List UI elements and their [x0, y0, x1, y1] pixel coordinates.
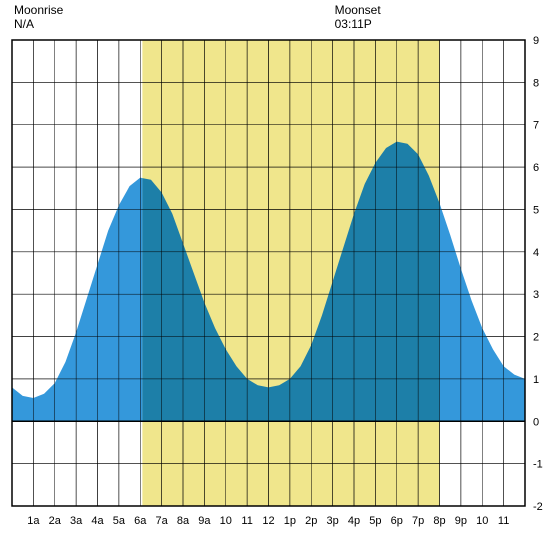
y-tick-label: 1	[533, 374, 539, 386]
y-tick-label: -1	[533, 459, 543, 471]
moonrise-title: Moonrise	[14, 3, 64, 17]
x-tick-label: 1p	[284, 515, 296, 527]
x-tick-label: 11	[498, 515, 509, 527]
moonset-value: 03:11P	[335, 17, 372, 31]
x-tick-label: 9p	[455, 515, 467, 527]
y-tick-label: -2	[533, 501, 543, 513]
x-tick-label: 5p	[369, 515, 381, 527]
y-tick-label: 5	[533, 204, 539, 216]
x-tick-label: 6p	[391, 515, 403, 527]
tide-chart: -2-101234567891a2a3a4a5a6a7a8a9a1011121p…	[0, 0, 550, 550]
x-tick-label: 4a	[91, 515, 104, 527]
x-tick-label: 1a	[27, 515, 40, 527]
x-tick-label: 12	[262, 515, 274, 527]
y-tick-label: 2	[533, 332, 539, 344]
y-tick-label: 8	[533, 77, 539, 89]
x-tick-label: 2p	[305, 515, 317, 527]
y-tick-label: 4	[533, 247, 539, 259]
moonrise-value: N/A	[14, 17, 34, 31]
x-tick-label: 8p	[433, 515, 445, 527]
x-tick-label: 10	[220, 515, 232, 527]
x-tick-label: 7a	[156, 515, 169, 527]
x-tick-label: 6a	[134, 515, 147, 527]
y-tick-label: 6	[533, 162, 539, 174]
x-tick-label: 8a	[177, 515, 190, 527]
y-tick-label: 9	[533, 35, 539, 47]
x-tick-label: 2a	[49, 515, 62, 527]
x-tick-label: 3a	[70, 515, 83, 527]
x-tick-label: 4p	[348, 515, 360, 527]
x-tick-label: 11	[241, 515, 252, 527]
moonset-title: Moonset	[335, 3, 382, 17]
y-tick-label: 0	[533, 416, 539, 428]
x-tick-label: 10	[476, 515, 488, 527]
x-tick-label: 9a	[198, 515, 211, 527]
x-tick-label: 3p	[327, 515, 339, 527]
x-tick-label: 5a	[113, 515, 126, 527]
x-tick-label: 7p	[412, 515, 424, 527]
y-tick-label: 3	[533, 289, 539, 301]
chart-svg: -2-101234567891a2a3a4a5a6a7a8a9a1011121p…	[0, 0, 550, 550]
y-tick-label: 7	[533, 120, 539, 132]
